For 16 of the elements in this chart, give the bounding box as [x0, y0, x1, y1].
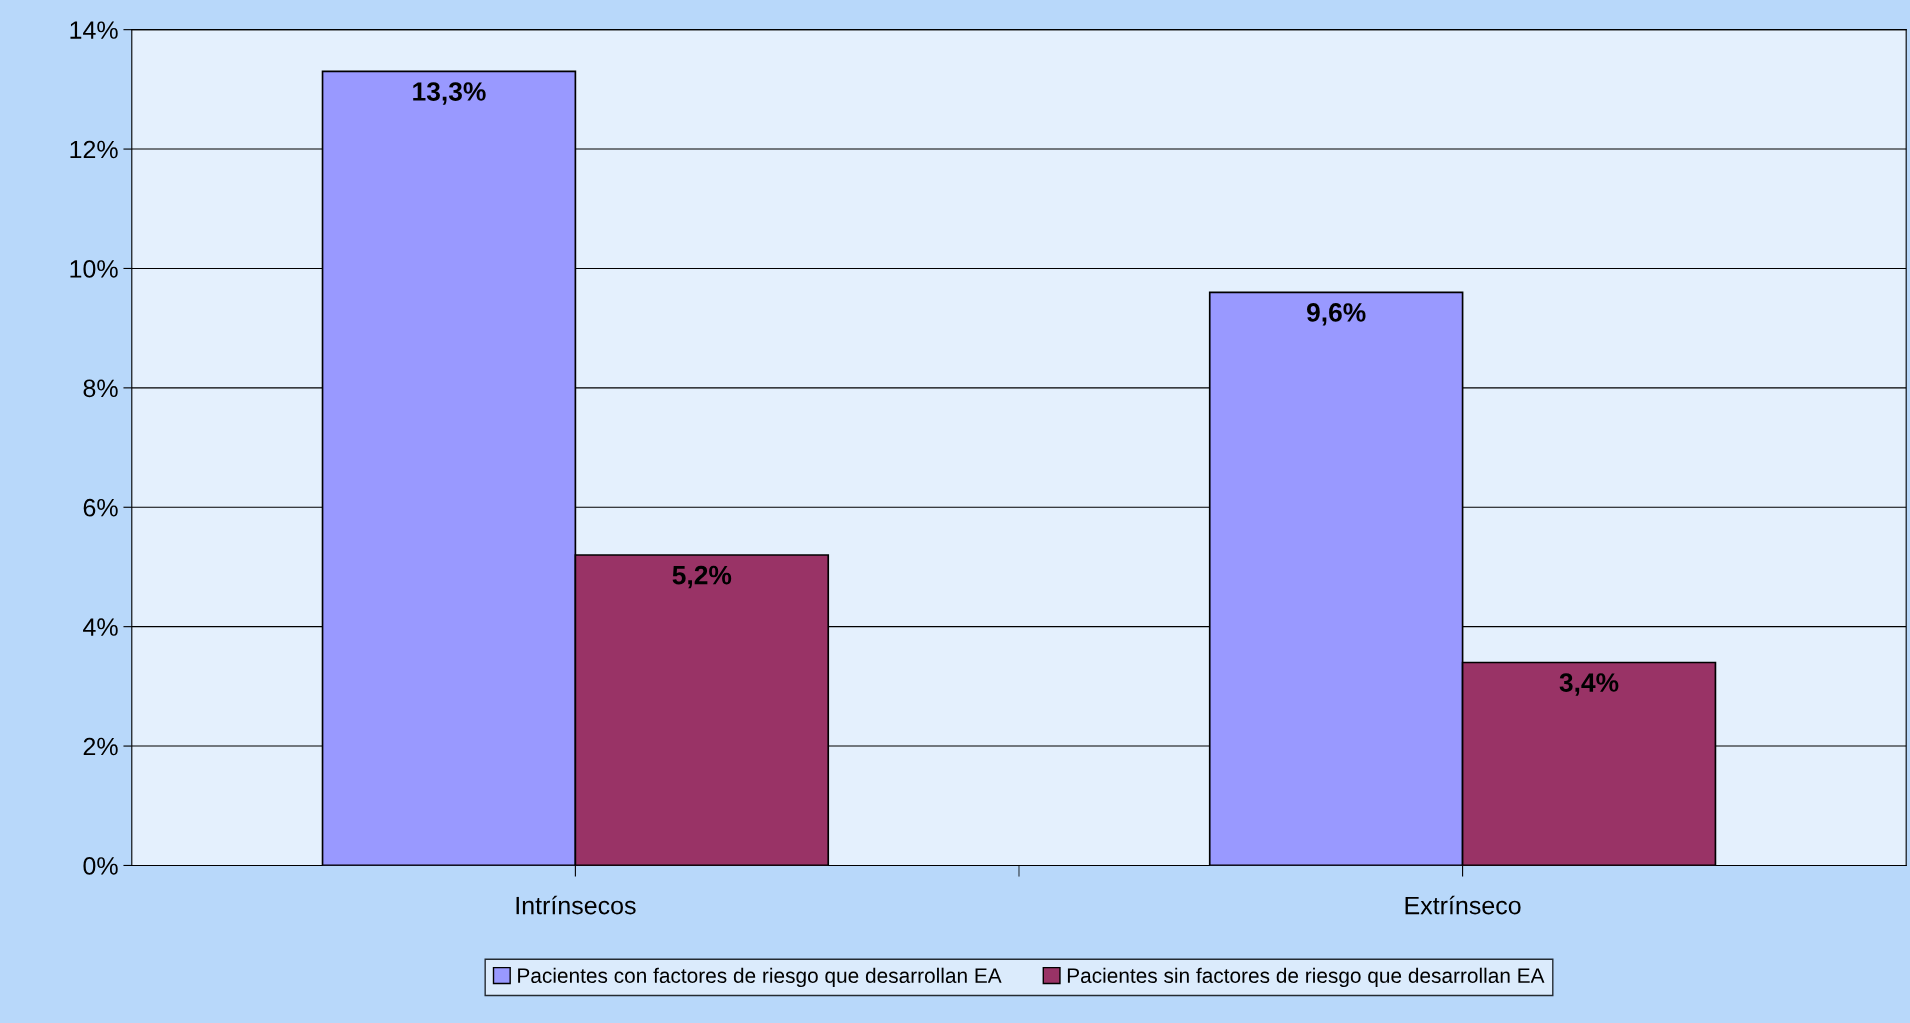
y-tick-label: 8% — [83, 379, 118, 398]
y-tick-label: 14% — [70, 21, 118, 39]
y-tick-label: 12% — [70, 140, 118, 159]
y-tick-label: 6% — [83, 498, 118, 517]
y-tick-label: 0% — [83, 857, 118, 875]
x-tick-label: Extrínseco — [1405, 895, 1521, 915]
legend-label: Pacientes con factores de riesgo que desarrollan EA — [518, 967, 1002, 988]
data-label: 9,6% — [1307, 303, 1366, 326]
data-label: 3,4% — [1559, 673, 1619, 696]
data-label: 5,2% — [672, 565, 732, 589]
x-tick-label: Intrínsecos — [516, 895, 636, 915]
legend-label: Pacientes sin factores de riesgo que desarrollan EA — [1067, 967, 1545, 988]
y-tick-label: 2% — [83, 737, 118, 756]
data-label: 13,3% — [413, 82, 486, 105]
y-tick-label: 4% — [83, 618, 118, 636]
y-tick-label: 10% — [70, 260, 118, 278]
